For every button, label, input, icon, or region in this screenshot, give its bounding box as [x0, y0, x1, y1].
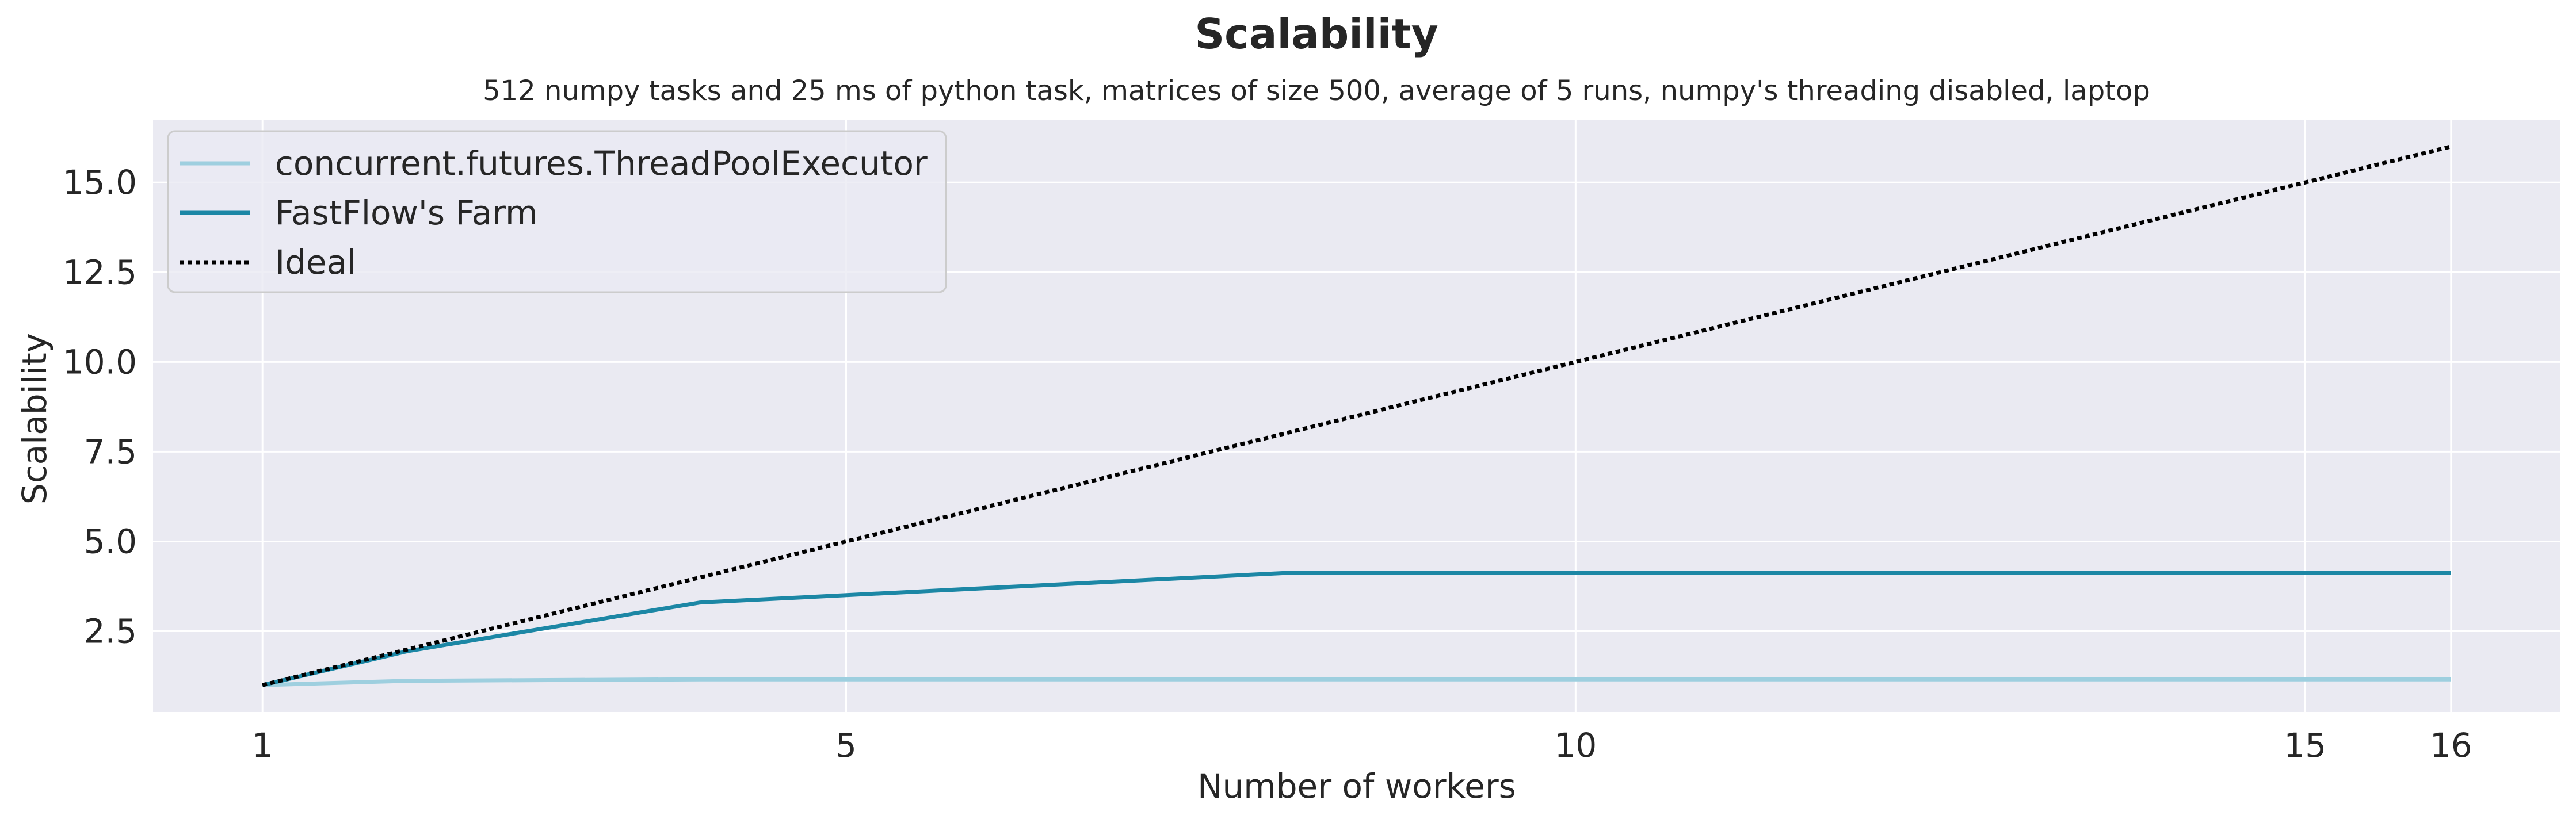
y-axis-label: Scalability — [15, 333, 54, 504]
series-line-2 — [262, 144, 2452, 687]
y-tick-label: 7.5 — [84, 432, 137, 471]
series-layer — [262, 144, 2452, 687]
y-tick-label: 5.0 — [84, 522, 137, 561]
x-tick-label: 5 — [835, 726, 857, 765]
legend: concurrent.futures.ThreadPoolExecutor Fa… — [167, 130, 947, 293]
series-line-0 — [262, 677, 2451, 687]
chart-title: Scalability — [1194, 10, 1438, 58]
chart-subtitle: 512 numpy tasks and 25 ms of python task… — [483, 75, 2150, 107]
y-tick-label: 10.0 — [63, 342, 137, 381]
x-tick-label: 15 — [2284, 726, 2326, 765]
x-tick-label: 16 — [2430, 726, 2472, 765]
x-tick-label: 10 — [1554, 726, 1597, 765]
y-tick-label: 15.0 — [63, 163, 137, 202]
y-tick-label: 12.5 — [63, 252, 137, 292]
legend-label-fastflow: FastFlow's Farm — [275, 193, 537, 232]
legend-box — [167, 130, 947, 293]
x-axis-label: Number of workers — [1197, 767, 1516, 806]
x-tick-label: 1 — [252, 726, 273, 765]
legend-label-ideal: Ideal — [275, 243, 356, 282]
grid — [153, 120, 2560, 712]
legend-label-threadpool: concurrent.futures.ThreadPoolExecutor — [275, 144, 928, 183]
y-tick-label: 2.5 — [84, 612, 137, 651]
tick-labels: 1 5 10 15 162.55.07.510.012.515.0 — [63, 163, 2472, 765]
